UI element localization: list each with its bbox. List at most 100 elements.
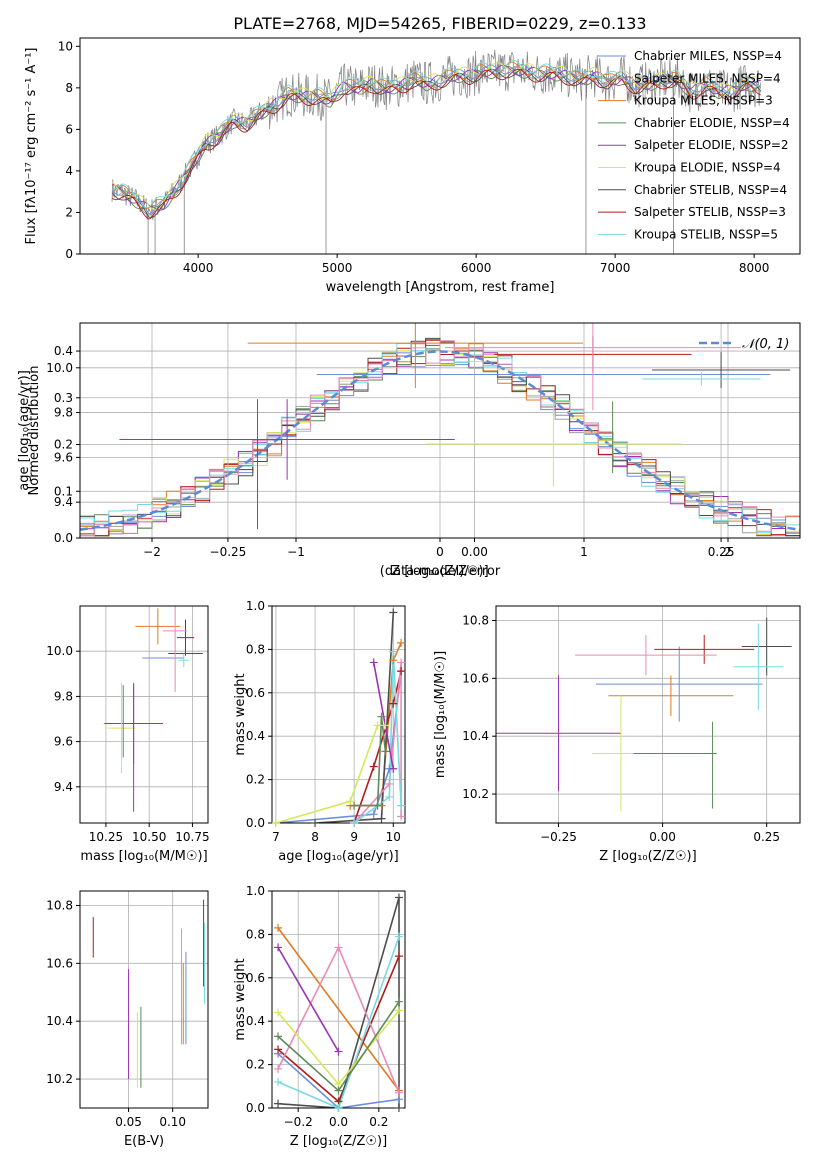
mass-weight-line (277, 936, 400, 1108)
mass-weight-marker (369, 762, 378, 771)
x-tick-label: 7 (272, 830, 280, 844)
y-tick-label: 0.0 (246, 1101, 265, 1115)
model-fit-line (111, 65, 761, 216)
x-tick-label: 0.00 (649, 830, 676, 844)
mass-weight-marker (350, 801, 359, 810)
y-tick-label: 9.8 (54, 689, 73, 703)
plot-area (104, 606, 203, 812)
x-tick-label: −2 (143, 545, 161, 559)
axes-frame (79, 322, 801, 539)
x-tick-label: 2 (724, 545, 732, 559)
plot-area (92, 899, 205, 1088)
y-tick-label: 10.0 (46, 361, 73, 375)
legend-entry: Salpeter MILES, NSSP=4 (634, 71, 781, 85)
mass-weight-marker (394, 1088, 403, 1097)
mass-weight-marker (394, 1006, 403, 1015)
mass-weight-marker (394, 893, 403, 902)
x-axis-label: age [log₁₀(age/yr)] (278, 849, 399, 864)
panel-1: 4000 5000 6000 7000 8000 0 2 4 6 8 10 wavelength [A… (24, 37, 801, 295)
panel-6: −0.25 0.00 0.25 10.2 10.4 10.6 10.8 Z [log₁₀(Z/… (433, 605, 801, 864)
y-tick-label: 6 (65, 122, 73, 136)
axes-frame (79, 605, 209, 824)
x-tick-label: −0.25 (210, 545, 247, 559)
mass-weight-marker (373, 721, 382, 730)
mass-weight-marker (350, 819, 359, 827)
y-tick-label: 10.0 (46, 644, 73, 658)
y-tick-label: 4 (65, 164, 73, 178)
x-tick-label: 0.05 (115, 1115, 142, 1129)
model-fit-line (111, 68, 761, 220)
y-tick-label: 2 (65, 205, 73, 219)
mass-weight-marker (334, 943, 343, 952)
model-fit-line (111, 62, 762, 210)
y-tick-label: 0.4 (246, 729, 265, 743)
y-tick-label: 0.1 (54, 484, 73, 498)
mass-weight-line (277, 946, 340, 1053)
mass-weight-marker (334, 1086, 343, 1095)
x-axis-label: mass [log₁₀(M/M☉)] (80, 849, 207, 864)
mass-weight-marker (377, 712, 386, 721)
mass-weight-marker (389, 699, 398, 708)
mass-weight-marker (394, 952, 403, 961)
plot-area (119, 323, 791, 530)
plot-area (275, 612, 402, 823)
y-tick-label: 10.8 (46, 898, 73, 912)
x-tick-label: 10.25 (89, 830, 123, 844)
mass-weight-marker (394, 997, 403, 1006)
mass-weight-line (277, 1053, 400, 1108)
model-fit-line (111, 68, 762, 219)
plot-area (277, 897, 400, 1108)
mass-weight-marker (385, 779, 394, 788)
y-tick-label: 10.6 (462, 671, 489, 685)
y-tick-label: 0.6 (246, 686, 265, 700)
x-tick-label: 0.25 (708, 545, 735, 559)
legend-entry: Chabrier STELIB, NSSP=4 (634, 183, 787, 197)
x-tick-label: −1 (287, 545, 305, 559)
mass-weight-marker (334, 1104, 343, 1112)
legend-entry: Salpeter STELIB, NSSP=3 (634, 205, 786, 219)
y-tick-label: 9.6 (54, 735, 73, 749)
legend-entry: Chabrier MILES, NSSP=4 (634, 49, 782, 63)
x-axis-label: E(B-V) (124, 1134, 164, 1149)
mass-weight-marker (274, 1064, 283, 1073)
legend-entry: Kroupa MILES, NSSP=3 (634, 94, 773, 108)
legend-entry: 𝒩(0, 1) (742, 337, 789, 352)
mass-weight-line (354, 716, 387, 807)
x-tick-label: −0.25 (540, 830, 577, 844)
mass-weight-line (353, 662, 402, 823)
y-axis-label: age [log₁₀(age/yr)] (17, 370, 32, 491)
y-tick-label: 8 (65, 81, 73, 95)
mass-weight-marker (389, 647, 398, 656)
y-tick-label: 10.6 (46, 956, 73, 970)
mass-weight-marker (369, 658, 378, 667)
x-tick-label: 0.25 (753, 830, 780, 844)
y-axis-label: mass [log₁₀(M/M☉)] (433, 651, 448, 778)
x-tick-label: 0.10 (159, 1115, 186, 1129)
x-axis-label: (data-model)/error (380, 564, 501, 579)
panel-7: 0.05 0.10 10.2 10.4 10.6 10.8 E(B-V) (46, 890, 209, 1149)
x-tick-label: 10.75 (175, 830, 209, 844)
x-axis-label: Z [log₁₀(Z/Z☉)] (290, 1134, 387, 1149)
axes-frame (79, 890, 209, 1109)
mass-weight-marker (385, 792, 394, 801)
mass-weight-line (277, 927, 400, 1092)
y-tick-label: 1.0 (246, 599, 265, 613)
y-tick-label: 0.2 (246, 773, 265, 787)
y-tick-label: 0.0 (54, 531, 73, 545)
y-tick-label: 10.8 (462, 613, 489, 627)
mass-weight-marker (369, 810, 378, 819)
mass-weight-marker (394, 1104, 403, 1112)
x-tick-label: 8000 (739, 261, 770, 275)
axes-frame (271, 605, 406, 824)
panel-3: −0.25 0.00 0.259.49.69.810.0Z [log₁₀(Z/Z☉)… (17, 322, 801, 579)
x-axis-label: wavelength [Angstrom, rest frame] (326, 280, 555, 295)
legend-entry: Kroupa STELIB, NSSP=5 (634, 227, 778, 241)
y-tick-label: 0.4 (54, 344, 73, 358)
mass-weight-marker (389, 608, 398, 617)
y-tick-label: 0.8 (246, 642, 265, 656)
x-tick-label: −0.2 (284, 1115, 313, 1129)
mass-weight-marker (397, 638, 406, 647)
x-tick-label: 1 (580, 545, 588, 559)
